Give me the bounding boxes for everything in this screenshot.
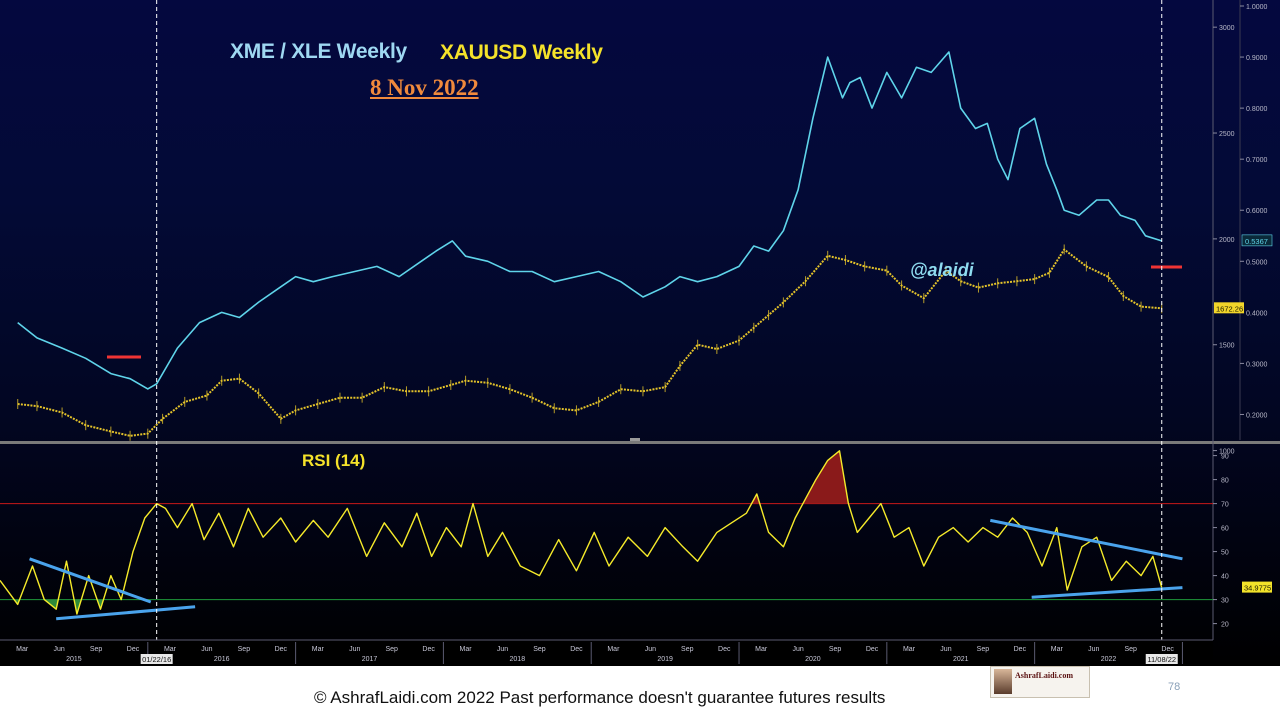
chart-title-ratio: XME / XLE Weekly bbox=[230, 40, 407, 63]
gold-last-value-box bbox=[1214, 302, 1244, 314]
ratio-last-value: 0.5367 bbox=[1245, 237, 1268, 246]
time-axis-month-label: Mar bbox=[16, 646, 29, 653]
time-axis-month-label: Sep bbox=[90, 646, 103, 653]
marker-date-box bbox=[1145, 654, 1178, 664]
rsi-trendline-2015-up bbox=[56, 605, 196, 621]
time-axis-year-label: 2017 bbox=[362, 656, 378, 663]
time-axis-month-label: Dec bbox=[866, 646, 879, 653]
time-axis-month-label: Sep bbox=[1124, 646, 1137, 653]
time-axis-month-label: Sep bbox=[533, 646, 546, 653]
marker-date-label: 01/22/16 bbox=[142, 655, 171, 664]
marker-date-label: 11/08/22 bbox=[1147, 655, 1176, 664]
rsi-axis-tick-label: 50 bbox=[1221, 550, 1229, 557]
time-axis-month-label: Dec bbox=[1161, 646, 1174, 653]
gold-axis-tick-label: 1000 bbox=[1219, 449, 1235, 456]
rsi-oversold-fill bbox=[14, 599, 104, 614]
time-axis-month-label: Mar bbox=[312, 646, 325, 653]
ratio-axis-tick-label: 0.4000 bbox=[1246, 310, 1268, 317]
time-axis-bg bbox=[0, 640, 1213, 666]
ratio-axis-tick-label: 0.5000 bbox=[1246, 259, 1268, 266]
time-axis-month-label: Jun bbox=[349, 646, 360, 653]
gold-last-value: 1672.26 bbox=[1216, 304, 1243, 313]
logo-text: AshrafLaidi.com bbox=[1015, 671, 1073, 680]
ratio-series-line bbox=[17, 51, 1162, 390]
panel-separator bbox=[0, 441, 1280, 444]
rsi-axis-tick-label: 70 bbox=[1221, 502, 1229, 509]
time-axis-month-label: Sep bbox=[681, 646, 694, 653]
time-axis-month-label: Dec bbox=[127, 646, 140, 653]
rsi-axis-tick-label: 40 bbox=[1221, 574, 1229, 581]
panel-resize-handle bbox=[630, 438, 640, 441]
rsi-series-line bbox=[0, 450, 1163, 615]
rsi-axis-tick-label: 20 bbox=[1221, 622, 1229, 629]
chart-svg: 1000 1500 2000 2500 3000 0.2000 0.3000 0.4000 0.… bbox=[0, 0, 1280, 666]
time-axis-month-label: Jun bbox=[201, 646, 212, 653]
ratio-axis-tick-label: 0.6000 bbox=[1246, 208, 1268, 215]
time-axis-year-label: 2022 bbox=[1101, 656, 1117, 663]
time-axis-month-label: Sep bbox=[829, 646, 842, 653]
gold-axis-tick-label: 1500 bbox=[1219, 343, 1235, 350]
chart-area: 1000 1500 2000 2500 3000 0.2000 0.3000 0.4000 0.… bbox=[0, 0, 1280, 666]
time-axis-month-label: Sep bbox=[385, 646, 398, 653]
ratio-axis-tick-label: 0.7000 bbox=[1246, 157, 1268, 164]
gold-axis-tick-label: 2000 bbox=[1219, 237, 1235, 244]
ratio-last-value-box bbox=[1241, 234, 1273, 247]
time-axis-year-label: 2016 bbox=[214, 656, 230, 663]
time-axis-month-label: Dec bbox=[718, 646, 731, 653]
ratio-axis-tick-label: 0.9000 bbox=[1246, 55, 1268, 62]
ratio-axis-tick-label: 0.8000 bbox=[1246, 106, 1268, 113]
time-axis-month-label: Jun bbox=[497, 646, 508, 653]
gold-axis-tick-label: 3000 bbox=[1219, 25, 1235, 32]
rsi-last-value-box bbox=[1242, 581, 1272, 593]
time-axis-month-label: Dec bbox=[570, 646, 583, 653]
time-axis-month-label: Mar bbox=[1051, 646, 1064, 653]
time-axis-month-label: Mar bbox=[164, 646, 177, 653]
time-axis-month-label: Jun bbox=[645, 646, 656, 653]
time-axis-year-label: 2019 bbox=[657, 656, 673, 663]
logo-photo bbox=[994, 669, 1012, 694]
time-axis-month-label: Sep bbox=[238, 646, 251, 653]
time-axis-month-label: Jun bbox=[53, 646, 64, 653]
time-axis-month-label: Mar bbox=[607, 646, 620, 653]
time-axis-year-label: 2020 bbox=[805, 656, 821, 663]
rsi-axis-tick-label: 30 bbox=[1221, 598, 1229, 605]
time-axis-month-label: Mar bbox=[903, 646, 916, 653]
rsi-axis-tick-label: 60 bbox=[1221, 526, 1229, 533]
ratio-axis-tick-label: 1.0000 bbox=[1246, 4, 1268, 11]
gold-axis-tick-label: 2500 bbox=[1219, 131, 1235, 138]
twitter-handle: @alaidi bbox=[910, 260, 974, 280]
time-axis-month-label: Sep bbox=[977, 646, 990, 653]
marker-date-box bbox=[140, 654, 173, 664]
rsi-trendline-2022-up bbox=[1031, 586, 1183, 599]
time-axis-month-label: Dec bbox=[1014, 646, 1027, 653]
time-axis-year-label: 2018 bbox=[510, 656, 526, 663]
time-axis-month-label: Jun bbox=[1088, 646, 1099, 653]
time-axis-month-label: Jun bbox=[940, 646, 951, 653]
time-axis-month-label: Mar bbox=[755, 646, 768, 653]
chart-date: 8 Nov 2022 bbox=[370, 75, 479, 100]
chart-title-gold: XAUUSD Weekly bbox=[440, 41, 603, 64]
time-axis-month-label: Dec bbox=[422, 646, 435, 653]
rsi-trendline-2022-down bbox=[989, 518, 1183, 561]
footer-disclaimer: © AshrafLaidi.com 2022 Past performance … bbox=[314, 688, 886, 707]
logo: AshrafLaidi.com bbox=[990, 666, 1090, 698]
time-axis-month-label: Mar bbox=[460, 646, 473, 653]
time-axis-month-label: Jun bbox=[792, 646, 803, 653]
ratio-axis-tick-label: 0.2000 bbox=[1246, 412, 1268, 419]
rsi-last-value: 34.9775 bbox=[1244, 584, 1271, 593]
rsi-axis-tick-label: 90 bbox=[1221, 454, 1229, 461]
time-axis-month-label: Dec bbox=[275, 646, 288, 653]
rsi-axis-tick-label: 80 bbox=[1221, 478, 1229, 485]
time-axis-year-label: 2015 bbox=[66, 656, 82, 663]
gold-series-line bbox=[17, 248, 1162, 437]
rsi-overbought-fill bbox=[751, 450, 849, 504]
ratio-axis-tick-label: 0.3000 bbox=[1246, 361, 1268, 368]
time-axis-year-label: 2021 bbox=[953, 656, 969, 663]
page-number: 78 bbox=[1168, 681, 1181, 693]
rsi-trendline-2015-down bbox=[29, 557, 152, 604]
rsi-title: RSI (14) bbox=[302, 451, 366, 470]
